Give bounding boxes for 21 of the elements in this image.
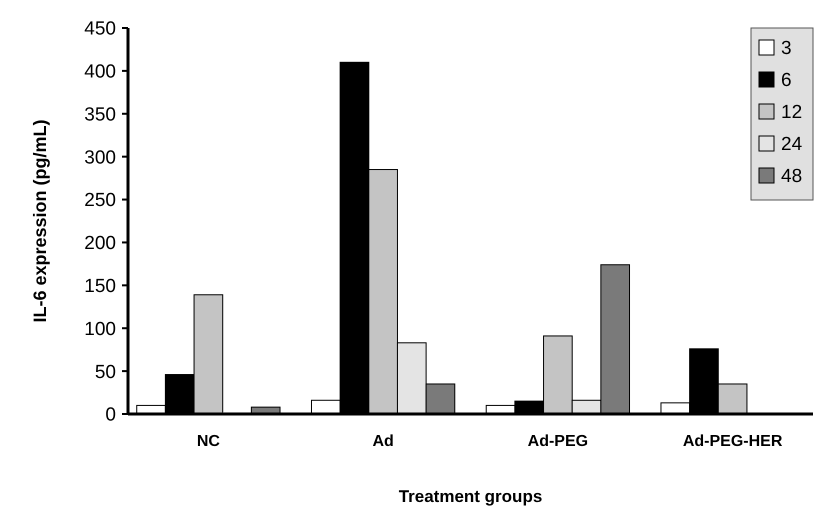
y-tick-label: 250 bbox=[84, 190, 116, 212]
y-tick-label: 350 bbox=[84, 104, 116, 126]
x-tick-label: Ad-PEG bbox=[528, 433, 588, 450]
x-tick-label: Ad-PEG-HER bbox=[682, 433, 783, 450]
legend-label: 3 bbox=[781, 38, 792, 59]
legend-label: 48 bbox=[781, 166, 802, 187]
y-tick-label: 200 bbox=[84, 233, 116, 254]
legend-label: 12 bbox=[781, 102, 802, 123]
y-tick-label: 0 bbox=[105, 404, 116, 426]
y-tick-label: 100 bbox=[84, 318, 116, 340]
x-axis-title: Treatment groups bbox=[398, 487, 542, 506]
y-tick-label: 150 bbox=[84, 276, 116, 297]
legend-label: 24 bbox=[781, 134, 803, 155]
x-tick-label: Ad bbox=[372, 433, 394, 450]
y-tick-label: 450 bbox=[84, 18, 116, 40]
legend-label: 6 bbox=[781, 70, 792, 91]
y-tick-label: 400 bbox=[84, 62, 116, 83]
y-tick-label: 300 bbox=[84, 147, 116, 168]
y-tick-label: 50 bbox=[94, 362, 116, 383]
y-axis-title: IL-6 expression (pg/mL) bbox=[30, 119, 50, 323]
x-tick-label: NC bbox=[196, 433, 220, 450]
